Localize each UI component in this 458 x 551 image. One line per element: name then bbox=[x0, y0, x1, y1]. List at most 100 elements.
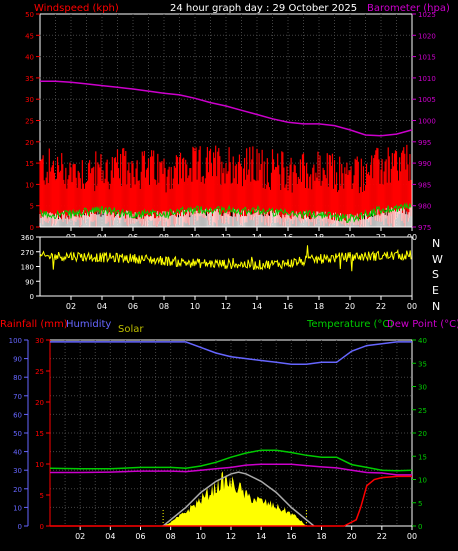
compass-s: S bbox=[432, 268, 439, 281]
y-tick-label: 40 bbox=[25, 54, 34, 62]
windspeed-series bbox=[39, 144, 412, 227]
y-tick-label: 90 bbox=[25, 278, 34, 286]
temp-tick-label: 35 bbox=[418, 360, 427, 368]
y-tick-label: 0 bbox=[30, 224, 34, 232]
y-tick-label: 360 bbox=[21, 234, 34, 242]
y2-tick-label: 995 bbox=[418, 139, 431, 147]
x-tick-label: 12 bbox=[221, 302, 231, 311]
rain-tick-label: 15 bbox=[35, 430, 44, 438]
x-tick-label: 16 bbox=[283, 302, 293, 311]
y2-tick-label: 990 bbox=[418, 160, 431, 168]
direction-line bbox=[39, 245, 412, 272]
temp-tick-label: 25 bbox=[418, 407, 427, 415]
rain-tick-label: 30 bbox=[35, 337, 44, 345]
chart-title: 24 hour graph day : 29 October 2025 bbox=[170, 3, 357, 14]
rainfall-label: Rainfall (mm) bbox=[0, 319, 68, 330]
temperature-line bbox=[49, 449, 413, 472]
temperature-label: Temperature (°C) bbox=[306, 319, 393, 330]
x-tick-label: 14 bbox=[256, 532, 266, 541]
y-tick-label: 20 bbox=[25, 139, 34, 147]
x-tick-label: 08 bbox=[159, 302, 169, 311]
temp-tick-label: 0 bbox=[418, 523, 422, 531]
barometer-series bbox=[40, 80, 413, 137]
x-tick-label: 06 bbox=[135, 532, 145, 541]
humidity-tick-label: 70 bbox=[13, 393, 22, 401]
y2-tick-label: 1020 bbox=[418, 32, 436, 40]
y-tick-label: 15 bbox=[25, 160, 34, 168]
windspeed-axis: 0 5 10 15 20 25 30 35 40 45 50 bbox=[25, 11, 40, 232]
x-tick-label: 02 bbox=[75, 532, 85, 541]
y-tick-label: 45 bbox=[25, 32, 34, 40]
y2-tick-label: 1010 bbox=[418, 75, 436, 83]
x-tick-label: 16 bbox=[286, 532, 296, 541]
x-tick-label: 04 bbox=[105, 532, 115, 541]
x-tick-label: 00 bbox=[407, 532, 417, 541]
humidity-tick-label: 90 bbox=[13, 356, 22, 364]
x-tick-label: 18 bbox=[314, 302, 324, 311]
rain-tick-label: 0 bbox=[40, 523, 44, 531]
humidity-tick-label: 40 bbox=[13, 449, 22, 457]
x-tick-label: 00 bbox=[407, 302, 417, 311]
panel3-series bbox=[49, 341, 413, 527]
y-tick-label: 50 bbox=[25, 11, 34, 19]
direction-axis: 0 90 180 270 360 bbox=[21, 234, 40, 301]
x-tick-label: 18 bbox=[316, 532, 326, 541]
y2-tick-label: 1015 bbox=[418, 54, 436, 62]
x-tick-label: 04 bbox=[97, 302, 107, 311]
rain-tick-label: 5 bbox=[40, 492, 44, 500]
x-tick-label: 20 bbox=[347, 532, 357, 541]
direction-series bbox=[39, 245, 412, 272]
compass-e: E bbox=[432, 284, 439, 297]
barometer-line bbox=[40, 80, 413, 137]
x-tick-label: 20 bbox=[345, 302, 355, 311]
time-axis: 02 04 06 08 10 12 14 16 18 20 22 00 bbox=[66, 296, 417, 311]
y-tick-label: 270 bbox=[21, 249, 34, 257]
y-tick-label: 0 bbox=[30, 293, 34, 301]
temp-tick-label: 30 bbox=[418, 384, 427, 392]
x-tick-label: 02 bbox=[66, 302, 76, 311]
y2-tick-label: 975 bbox=[418, 224, 431, 232]
rain-tick-label: 10 bbox=[35, 461, 44, 469]
y-tick-label: 10 bbox=[25, 181, 34, 189]
wind-average-line bbox=[39, 202, 412, 223]
time-axis: 02 04 06 08 10 12 14 16 18 20 22 00 bbox=[75, 526, 417, 541]
humidity-tick-label: 50 bbox=[13, 430, 22, 438]
y2-tick-label: 980 bbox=[418, 203, 431, 211]
x-tick-label: 10 bbox=[190, 302, 200, 311]
humidity-axis: 0 10 20 30 40 50 60 70 80 90 100 bbox=[9, 337, 29, 531]
y-tick-label: 25 bbox=[25, 118, 34, 126]
solar-label: Solar bbox=[118, 324, 144, 335]
humidity-tick-label: 10 bbox=[13, 504, 22, 512]
temp-tick-label: 40 bbox=[418, 337, 427, 345]
y-tick-label: 180 bbox=[21, 264, 34, 272]
rain-tick-label: 25 bbox=[35, 368, 44, 376]
x-tick-label: 22 bbox=[376, 302, 386, 311]
y2-tick-label: 1005 bbox=[418, 96, 436, 104]
y2-tick-label: 1025 bbox=[418, 11, 436, 19]
x-tick-label: 12 bbox=[226, 532, 236, 541]
y-tick-label: 35 bbox=[25, 75, 34, 83]
humidity-tick-label: 30 bbox=[13, 467, 22, 475]
y2-tick-label: 1000 bbox=[418, 118, 436, 126]
humidity-tick-label: 0 bbox=[18, 523, 22, 531]
solar-theoretical-line bbox=[162, 471, 315, 527]
x-tick-label: 10 bbox=[196, 532, 206, 541]
windspeed-label: Windspeed (kph) bbox=[34, 3, 119, 14]
humidity-tick-label: 80 bbox=[13, 374, 22, 382]
temp-tick-label: 5 bbox=[418, 500, 422, 508]
x-tick-label: 06 bbox=[128, 302, 138, 311]
humidity-tick-label: 60 bbox=[13, 411, 22, 419]
barometer-axis: 975 980 985 990 995 1000 1005 1010 1015 1020 1025 bbox=[412, 11, 436, 232]
y-tick-label: 30 bbox=[25, 96, 34, 104]
temperature-axis: 0 5 10 15 20 25 30 35 40 bbox=[412, 337, 427, 531]
humidity-line bbox=[50, 341, 412, 365]
solar-area bbox=[163, 471, 307, 526]
humidity-tick-label: 100 bbox=[9, 337, 22, 345]
y2-tick-label: 985 bbox=[418, 181, 431, 189]
x-tick-label: 14 bbox=[252, 302, 262, 311]
temp-tick-label: 15 bbox=[418, 453, 427, 461]
humidity-label: Humidity bbox=[66, 319, 111, 330]
temp-tick-label: 20 bbox=[418, 430, 427, 438]
